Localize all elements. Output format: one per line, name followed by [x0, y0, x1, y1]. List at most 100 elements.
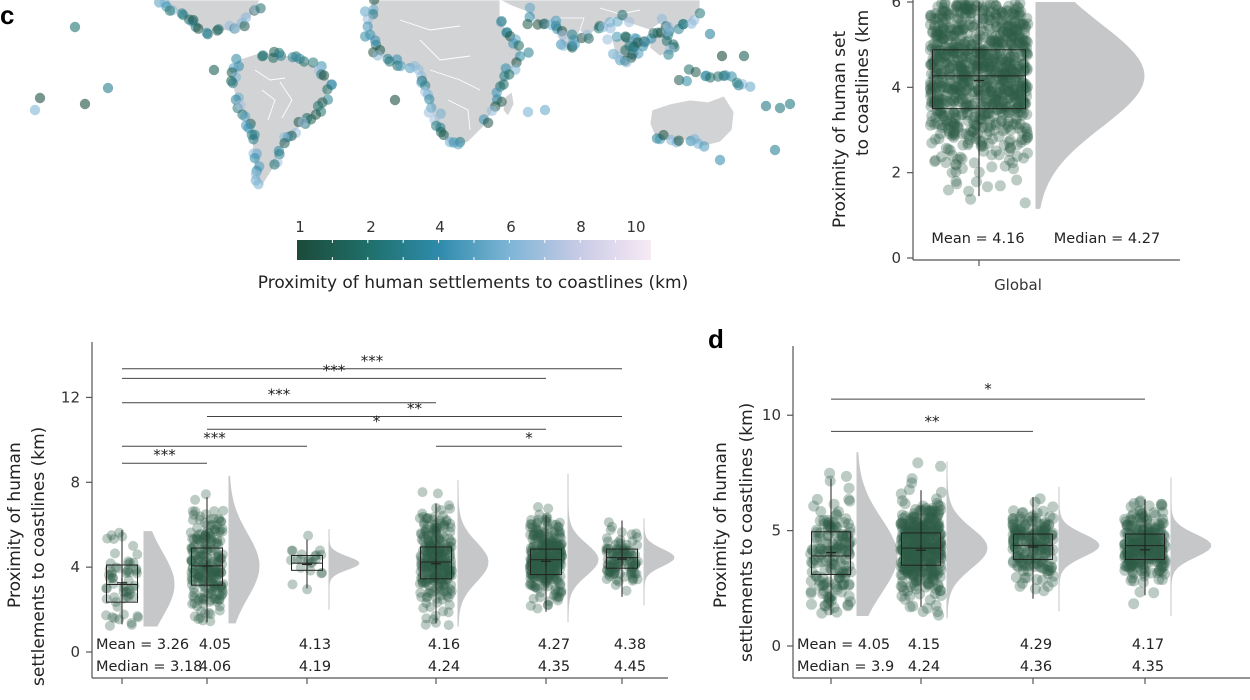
data-point — [1009, 83, 1021, 95]
data-point — [940, 142, 952, 154]
data-point — [997, 36, 1009, 48]
data-point — [435, 540, 446, 551]
data-point — [1015, 534, 1027, 546]
data-point — [990, 73, 1002, 85]
data-point — [974, 48, 986, 60]
data-point — [984, 0, 996, 11]
data-point — [962, 3, 974, 15]
data-point — [429, 536, 440, 546]
data-point — [992, 40, 1004, 51]
data-point — [205, 609, 216, 620]
data-point — [429, 535, 440, 545]
data-point — [1013, 2, 1025, 14]
data-point — [974, 76, 986, 88]
data-point — [209, 566, 220, 577]
data-point — [425, 541, 436, 552]
data-point — [959, 45, 971, 57]
data-point — [927, 42, 939, 54]
colorbar-tick-label: 6 — [506, 218, 516, 236]
data-point — [203, 607, 214, 618]
data-point — [937, 110, 949, 122]
data-point — [214, 601, 225, 612]
data-point — [434, 533, 445, 544]
data-point — [1000, 60, 1012, 72]
data-point — [1002, 64, 1014, 76]
data-point — [1009, 94, 1021, 106]
data-point — [1003, 85, 1015, 97]
data-point — [1012, 63, 1024, 75]
data-point — [434, 543, 445, 553]
data-point — [942, 52, 954, 64]
data-point — [422, 560, 433, 571]
data-point — [955, 109, 967, 121]
data-point — [843, 538, 855, 550]
data-point — [1141, 513, 1153, 525]
data-point — [1005, 77, 1017, 89]
data-point — [432, 563, 443, 574]
data-point — [942, 87, 954, 99]
data-point — [953, 121, 965, 133]
data-point — [1002, 80, 1014, 92]
data-point — [993, 36, 1005, 48]
data-point — [1014, 19, 1026, 31]
data-point — [968, 118, 980, 130]
data-point — [193, 569, 204, 580]
data-point — [950, 158, 962, 170]
data-point — [435, 518, 446, 529]
data-point — [956, 93, 968, 105]
data-point — [554, 558, 565, 569]
data-point — [421, 513, 431, 524]
data-point — [972, 61, 984, 73]
data-point — [1005, 30, 1017, 42]
density-cloud — [567, 473, 599, 623]
settlement-point — [362, 14, 373, 25]
data-point — [531, 533, 542, 544]
data-point — [1016, 126, 1028, 138]
data-point — [196, 551, 207, 562]
data-point — [1011, 113, 1023, 125]
data-point — [110, 548, 120, 559]
data-point — [287, 579, 298, 590]
data-point — [949, 107, 960, 119]
data-point — [547, 561, 558, 572]
data-point — [1013, 35, 1025, 47]
data-point — [994, 180, 1006, 192]
data-point — [979, 5, 991, 17]
data-point — [934, 52, 946, 63]
median-prefix: Median = — [797, 659, 871, 675]
data-point — [985, 35, 997, 47]
data-point — [1017, 517, 1029, 529]
data-point — [942, 43, 954, 55]
data-point — [985, 82, 997, 94]
data-point — [992, 36, 1004, 47]
data-point — [944, 62, 956, 74]
data-point — [212, 534, 223, 545]
data-point — [553, 526, 564, 537]
data-point — [426, 529, 437, 540]
data-point — [190, 567, 200, 578]
data-point — [836, 586, 848, 598]
settlement-point — [716, 50, 728, 62]
data-point — [912, 457, 924, 469]
settlement-point — [699, 141, 710, 152]
data-point — [1037, 505, 1049, 517]
data-point — [932, 1, 944, 13]
data-point — [925, 96, 937, 108]
settlement-point — [79, 98, 91, 110]
data-point — [550, 585, 561, 596]
data-point — [546, 535, 557, 546]
data-point — [964, 53, 976, 65]
data-point — [978, 57, 990, 69]
colorbar-gradient — [297, 240, 651, 260]
data-point — [104, 573, 115, 584]
data-point — [989, 7, 1001, 19]
data-point — [951, 178, 963, 190]
data-point — [210, 566, 221, 577]
data-point — [1005, 14, 1017, 26]
data-point — [1021, 36, 1033, 48]
data-point — [193, 571, 204, 582]
settlement-point — [705, 72, 716, 83]
data-point — [948, 125, 960, 137]
data-point — [198, 594, 209, 605]
data-point — [930, 28, 942, 40]
